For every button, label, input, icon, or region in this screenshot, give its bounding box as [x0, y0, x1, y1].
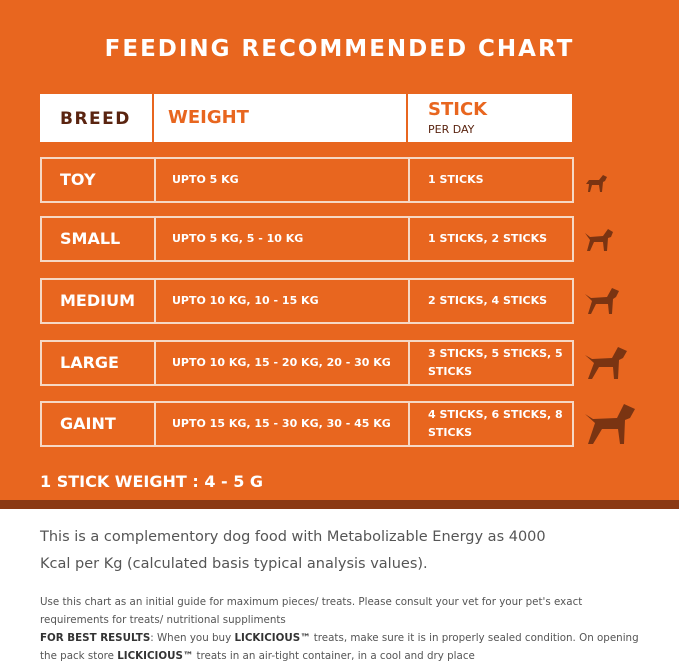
divider: [154, 280, 156, 322]
description: This is a complementory dog food with Me…: [40, 529, 546, 572]
weight-cell: UPTO 15 KG, 15 - 30 KG, 30 - 45 KG: [172, 417, 391, 430]
divider: [408, 218, 410, 260]
dog-icon: [585, 288, 619, 314]
bold-text: LICKICIOUS™: [234, 632, 311, 644]
breed-cell: LARGE: [60, 353, 119, 372]
header-stick: STICK: [428, 99, 488, 120]
note: Use this chart as an initial guide for m…: [40, 593, 650, 629]
bold-text: LICKICIOUS™: [117, 650, 194, 662]
table-row: TOY UPTO 5 KG 1 STICKS: [40, 157, 574, 203]
table-header: BREED WEIGHT STICK PER DAY: [40, 94, 572, 142]
divider: [154, 159, 156, 201]
weight-cell: UPTO 5 KG: [172, 173, 239, 186]
dog-icon: [585, 347, 627, 379]
breed-cell: GAINT: [60, 414, 116, 433]
breed-cell: SMALL: [60, 229, 121, 248]
weight-cell: UPTO 5 KG, 5 - 10 KG: [172, 232, 304, 245]
divider: [154, 342, 156, 384]
dog-icon: [585, 229, 613, 251]
brown-strip: [0, 500, 679, 509]
divider: [406, 94, 408, 142]
dog-icon: [586, 175, 607, 192]
weight-cell: UPTO 10 KG, 10 - 15 KG: [172, 294, 319, 307]
weight-cell: UPTO 10 KG, 15 - 20 KG, 20 - 30 KG: [172, 356, 391, 369]
table-row: SMALL UPTO 5 KG, 5 - 10 KG 1 STICKS, 2 STI…: [40, 216, 574, 262]
orange-panel: [0, 0, 679, 500]
text: Use this chart as an initial guide for m…: [40, 596, 583, 626]
divider: [408, 159, 410, 201]
bold-text: FOR BEST RESULTS: [40, 632, 151, 644]
divider: [408, 280, 410, 322]
breed-cell: MEDIUM: [60, 291, 135, 310]
stick-cell: 2 STICKS, 4 STICKS: [428, 294, 548, 307]
table-row: GAINT UPTO 15 KG, 15 - 30 KG, 30 - 45 KG 4…: [40, 401, 574, 447]
text: treats in an air-tight container, in a c…: [193, 650, 475, 662]
text: : When you buy: [150, 632, 235, 644]
header-breed: BREED: [60, 109, 131, 129]
stick-cell: 4 STICKS, 6 STICKS, 8 STICKS: [428, 408, 563, 439]
table-row: LARGE UPTO 10 KG, 15 - 20 KG, 20 - 30 KG 3…: [40, 340, 574, 386]
dog-icon: [585, 404, 635, 444]
breed-cell: TOY: [60, 170, 96, 189]
header-weight: WEIGHT: [168, 107, 249, 128]
stick-weight: 1 STICK WEIGHT : 4 - 5 G: [40, 472, 264, 491]
stick-cell: 3 STICKS, 5 STICKS, 5 STICKS: [428, 347, 563, 378]
table-row: MEDIUM UPTO 10 KG, 10 - 15 KG 2 STICKS, 4 …: [40, 278, 574, 324]
header-stick-sub: PER DAY: [428, 123, 475, 136]
note: FOR BEST RESULTS: When you buy LICKICIOU…: [40, 629, 650, 665]
divider: [154, 218, 156, 260]
divider: [152, 94, 154, 142]
text: treats, make sure it is in properly seal…: [40, 632, 639, 662]
stick-cell: 1 STICKS: [428, 173, 484, 186]
divider: [408, 403, 410, 445]
title: FEEDING RECOMMENDED CHART: [104, 36, 575, 62]
divider: [408, 342, 410, 384]
divider: [154, 403, 156, 445]
stick-cell: 1 STICKS, 2 STICKS: [428, 232, 548, 245]
